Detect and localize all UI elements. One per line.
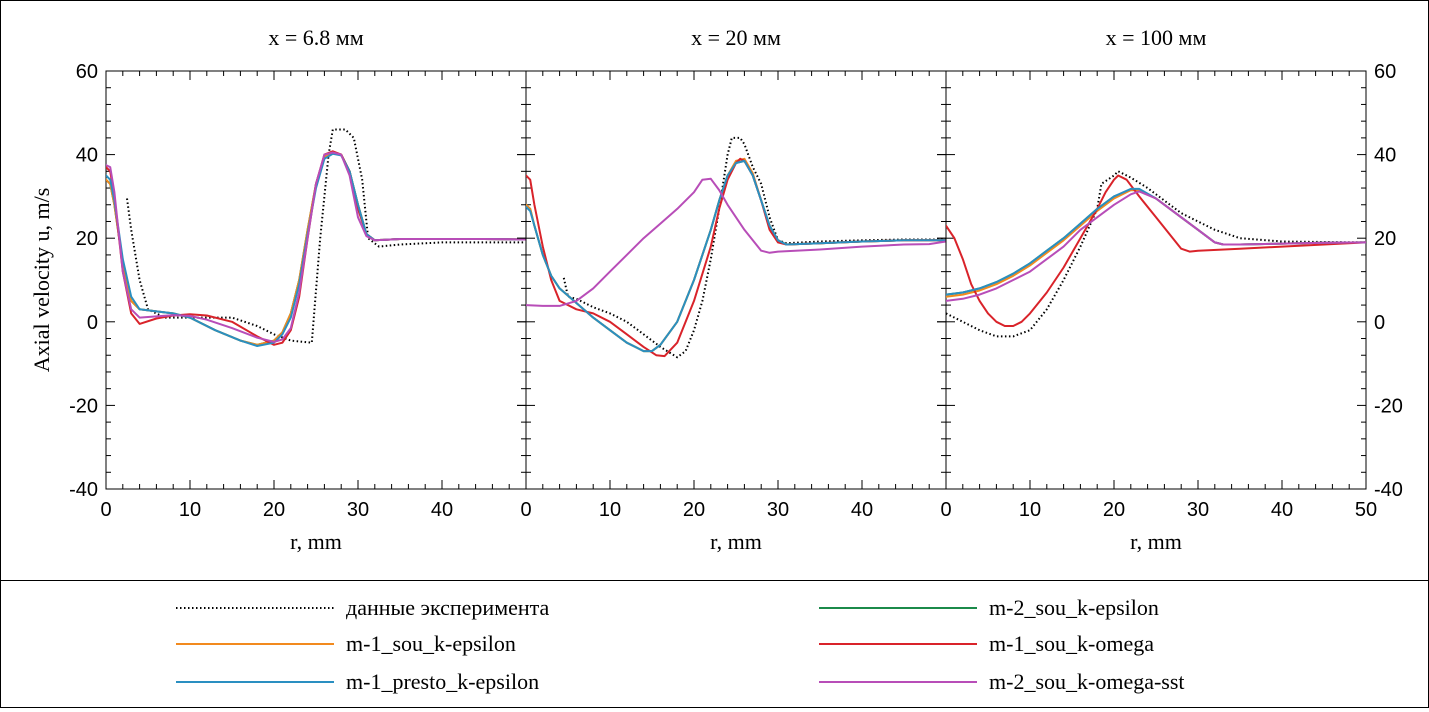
x-tick-label: 10 <box>1019 499 1041 521</box>
legend-label: данные эксперимента <box>346 595 550 620</box>
panel-title: x = 100 мм <box>1106 25 1207 50</box>
y-axis-title: Axial velocity u, m/s <box>29 188 54 373</box>
x-tick-label: 30 <box>1187 499 1209 521</box>
x-tick-label: 50 <box>1355 499 1377 521</box>
x-tick-label: 0 <box>520 499 531 521</box>
series-line-m-1_sou_k-epsilon <box>526 157 946 353</box>
series-line-m-2_sou_k-omega-sst <box>106 151 526 343</box>
y-tick-label-left: -20 <box>69 395 98 417</box>
panel-title: x = 6.8 мм <box>268 25 363 50</box>
x-tick-label: 10 <box>179 499 201 521</box>
series-line-m-2_sou_k-omega-sst <box>526 177 946 307</box>
x-axis-title: r, mm <box>290 529 342 554</box>
y-tick-label-left: 20 <box>76 228 98 250</box>
y-tick-label-right: 20 <box>1374 228 1396 250</box>
legend-item: данные эксперимента <box>176 595 550 620</box>
series-line-m-1_sou_k-omega <box>526 157 946 358</box>
legend: данные эксперимента m-2_sou_k-epsilon m-1_… <box>176 595 1185 694</box>
legend-item: m-1_sou_k-epsilon <box>176 631 516 656</box>
y-tick-label-right: 0 <box>1374 312 1385 334</box>
y-tick-label-left: 0 <box>87 312 98 334</box>
y-tick-label-left: -40 <box>69 479 98 501</box>
legend-label: m-1_presto_k-epsilon <box>346 669 539 694</box>
panel-frame <box>525 70 947 490</box>
x-tick-label: 20 <box>1103 499 1125 521</box>
y-tick-label-right: 60 <box>1374 61 1396 83</box>
legend-item: m-2_sou_k-omega-sst <box>819 669 1185 694</box>
x-tick-label: 20 <box>263 499 285 521</box>
panel-title: x = 20 мм <box>691 25 781 50</box>
legend-label: m-1_sou_k-omega <box>989 631 1154 656</box>
legend-label: m-2_sou_k-epsilon <box>989 595 1159 620</box>
x-tick-label: 40 <box>1271 499 1293 521</box>
panel-1: x = 6.8 мм 0 10 20 30 40 r, mm 60 40 20 0 -20 -40 <box>69 25 527 554</box>
series-line-m-1_presto_k-epsilon <box>526 159 946 353</box>
legend-label: m-2_sou_k-omega-sst <box>989 669 1185 694</box>
plot-area: Axial velocity u, m/s x = 6.8 мм 0 10 20 30 40… <box>29 25 1403 554</box>
x-tick-label: 0 <box>100 499 111 521</box>
panel-3: x = 100 мм 0 10 20 30 40 50 r, mm 60 40 20 0 -20 -40 <box>937 25 1403 554</box>
series-group <box>946 170 1366 338</box>
legend-item: m-1_presto_k-epsilon <box>176 669 539 694</box>
legend-item: m-1_sou_k-omega <box>819 631 1154 656</box>
x-tick-label: 10 <box>599 499 621 521</box>
x-tick-label: 40 <box>851 499 873 521</box>
x-tick-label: 0 <box>940 499 951 521</box>
x-axis-title: r, mm <box>710 529 762 554</box>
x-tick-label: 30 <box>767 499 789 521</box>
y-tick-label-left: 40 <box>76 145 98 167</box>
series-line-m-2_sou_k-omega-sst <box>946 190 1366 302</box>
x-tick-label: 20 <box>683 499 705 521</box>
y-tick-label-right: -40 <box>1374 479 1403 501</box>
y-tick-label-right: -20 <box>1374 395 1403 417</box>
series-line-данные эксперимента <box>946 170 1366 338</box>
y-tick-label-right: 40 <box>1374 145 1396 167</box>
series-line-данные эксперимента <box>126 128 526 344</box>
x-tick-label: 40 <box>431 499 453 521</box>
series-group <box>106 128 526 347</box>
x-axis-title: r, mm <box>1130 529 1182 554</box>
series-group <box>526 136 946 359</box>
panel-2: x = 20 мм 0 10 20 30 40 r, mm <box>517 25 947 554</box>
x-tick-label: 30 <box>347 499 369 521</box>
series-line-данные эксперимента <box>562 136 946 359</box>
panel-frame <box>945 70 1367 490</box>
series-line-m-2_sou_k-epsilon <box>526 159 946 353</box>
y-tick-label-left: 60 <box>76 61 98 83</box>
legend-item: m-2_sou_k-epsilon <box>819 595 1159 620</box>
legend-label: m-1_sou_k-epsilon <box>346 631 516 656</box>
panel-frame <box>105 70 527 490</box>
series-line-m-1_presto_k-epsilon <box>106 152 526 347</box>
